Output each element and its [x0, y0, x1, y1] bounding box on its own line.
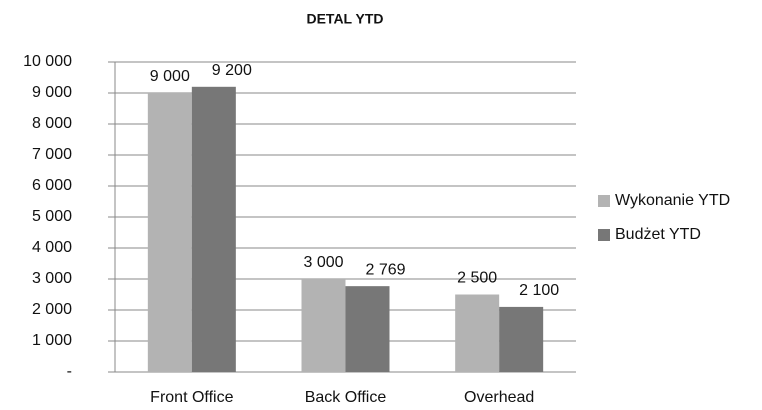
data-label: 2 500: [457, 270, 497, 287]
x-tick-label: Overhead: [464, 389, 534, 406]
y-tick-label: -: [67, 363, 72, 380]
y-tick-label: 5 000: [32, 208, 72, 225]
data-label: 9 200: [212, 62, 252, 79]
chart-title: DETAL YTD: [306, 11, 383, 27]
legend-label: Budżet YTD: [615, 226, 701, 243]
x-tick-label: Back Office: [305, 389, 387, 406]
bar: [147, 93, 192, 372]
y-tick-label: 10 000: [23, 53, 72, 70]
data-label: 2 769: [365, 261, 405, 278]
data-label: 2 100: [519, 282, 559, 299]
y-tick-label: 8 000: [32, 115, 72, 132]
y-tick-label: 1 000: [32, 332, 72, 349]
y-tick-label: 9 000: [32, 84, 72, 101]
y-tick-label: 7 000: [32, 146, 72, 163]
bar: [345, 286, 390, 372]
x-tick-label: Front Office: [150, 389, 233, 406]
data-label: 3 000: [303, 254, 343, 271]
legend-swatch: [598, 195, 610, 207]
y-tick-label: 6 000: [32, 177, 72, 194]
y-tick-label: 3 000: [32, 270, 72, 287]
bar: [301, 279, 346, 372]
y-tick-label: 2 000: [32, 301, 72, 318]
y-tick-label: 4 000: [32, 239, 72, 256]
legend-label: Wykonanie YTD: [615, 192, 730, 209]
bar: [191, 86, 236, 373]
bar: [499, 306, 544, 372]
bar: [455, 294, 500, 372]
data-label: 9 000: [150, 68, 190, 85]
legend-swatch: [598, 229, 610, 241]
